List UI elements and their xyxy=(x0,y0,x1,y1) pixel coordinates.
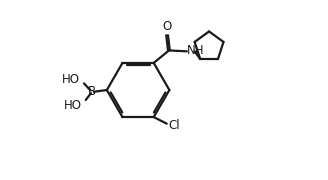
Text: Cl: Cl xyxy=(168,120,180,132)
Text: O: O xyxy=(162,20,172,33)
Text: B: B xyxy=(88,85,96,98)
Text: HO: HO xyxy=(62,73,80,86)
Text: NH: NH xyxy=(187,44,205,57)
Text: HO: HO xyxy=(64,99,81,112)
